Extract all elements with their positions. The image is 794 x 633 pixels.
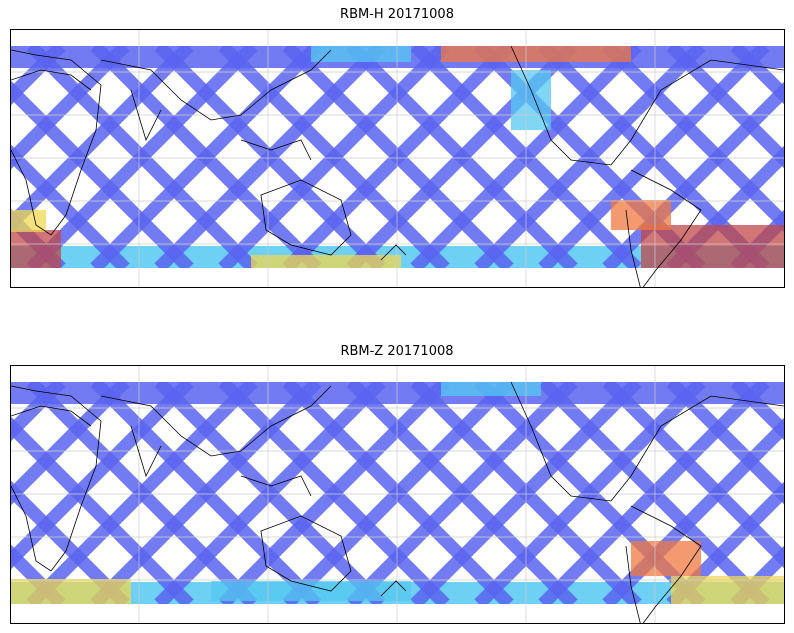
map-panel-top xyxy=(10,29,785,288)
swath-descending xyxy=(474,46,706,268)
swath-descending xyxy=(538,382,770,604)
coastline-5 xyxy=(380,244,407,261)
swath-descending xyxy=(11,382,130,506)
hotspot-south-band xyxy=(211,581,411,601)
coastline-8 xyxy=(11,405,92,427)
coastline-3 xyxy=(240,475,312,497)
panel-title-top: RBM-H 20171008 xyxy=(340,7,454,22)
swath-descending xyxy=(26,46,258,268)
coastline-4 xyxy=(260,515,352,592)
swath-descending xyxy=(474,382,706,604)
coastline-outline xyxy=(11,381,784,623)
hotspot-north-america xyxy=(511,70,551,130)
swath-descending xyxy=(218,46,450,268)
swath-descending xyxy=(90,382,322,604)
hotspot-south-america xyxy=(631,541,701,576)
coastline-8 xyxy=(11,69,92,91)
hotspot-north-band xyxy=(311,46,411,62)
coastline-0 xyxy=(11,385,102,572)
map-plot-top xyxy=(11,30,784,287)
hotspot-south-east xyxy=(641,225,784,268)
swath-descending xyxy=(282,382,514,604)
coastline-7 xyxy=(625,169,702,287)
swath-descending xyxy=(218,382,450,604)
hotspot-south-east xyxy=(671,576,784,604)
swath-lines xyxy=(11,382,784,604)
coastline-1 xyxy=(100,385,332,457)
swath-descending xyxy=(90,46,322,268)
coastline-3 xyxy=(240,139,312,161)
swath-descending xyxy=(282,46,514,268)
coastline-2 xyxy=(130,425,162,478)
coastline-1 xyxy=(100,49,332,121)
swath-descending xyxy=(538,46,770,268)
swath-descending xyxy=(26,382,258,604)
swath-descending xyxy=(11,46,66,106)
swath-ascending xyxy=(730,382,784,441)
swath-descending xyxy=(154,382,386,604)
swath-descending xyxy=(346,382,578,604)
coastline-2 xyxy=(130,89,162,142)
coastline-5 xyxy=(380,580,407,597)
swath-descending xyxy=(666,481,784,604)
map-panel-bottom xyxy=(10,365,785,624)
swath-descending xyxy=(11,46,194,234)
hotspot-south-band xyxy=(251,255,401,268)
hotspot-south-atlantic-west xyxy=(11,579,131,604)
coastline-4 xyxy=(260,179,352,256)
hotspot-north-pacific xyxy=(441,46,631,62)
coastline-0 xyxy=(11,49,102,236)
coastline-outline xyxy=(11,45,784,287)
map-plot-bottom xyxy=(11,366,784,623)
swath-descending xyxy=(11,382,66,442)
swath-ascending xyxy=(11,544,66,604)
hotspot-south-atlantic-west xyxy=(11,230,61,268)
grid-lines xyxy=(11,366,784,623)
coastline-6 xyxy=(510,381,784,502)
swath-descending xyxy=(154,46,386,268)
swath-ascending xyxy=(730,46,784,105)
swath-descending xyxy=(730,545,784,604)
grid-lines xyxy=(11,30,784,287)
swath-band-north xyxy=(11,382,784,404)
hotspot-west-edge xyxy=(11,210,46,232)
swath-descending xyxy=(11,382,194,570)
panel-title-bottom: RBM-Z 20171008 xyxy=(340,344,454,359)
swath-descending xyxy=(11,46,130,170)
swath-lines xyxy=(11,46,784,268)
swath-layer xyxy=(11,382,784,604)
coastline-6 xyxy=(510,45,784,166)
coastline-7 xyxy=(625,505,702,623)
hotspot-south-america xyxy=(611,200,671,230)
